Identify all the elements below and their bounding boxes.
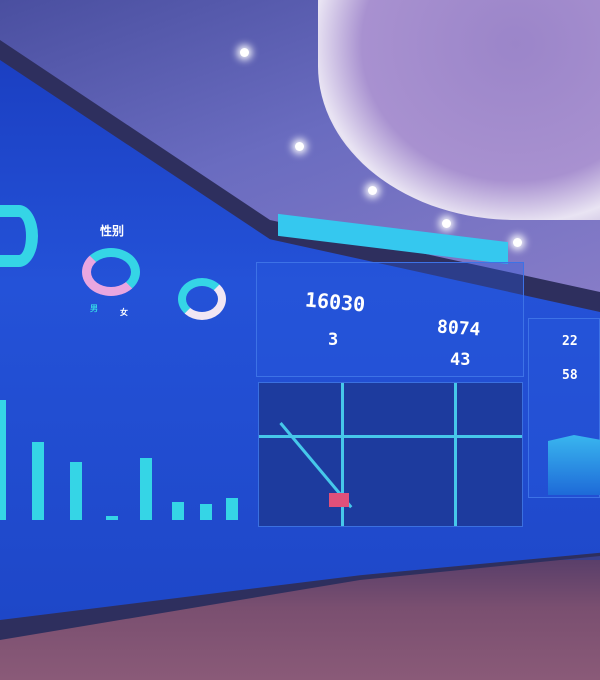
map-marker — [329, 493, 349, 507]
ceiling-light — [513, 238, 522, 247]
stat-8074: 8074 — [436, 316, 482, 341]
age-donut-chart — [178, 278, 226, 320]
legend-female: 女 — [120, 308, 128, 317]
bar — [106, 516, 118, 520]
stats-panel — [256, 262, 524, 377]
gender-title: 性别 — [100, 224, 125, 238]
ceiling-light — [368, 186, 377, 195]
bar — [32, 442, 44, 520]
bar — [140, 458, 152, 520]
stat-43: 43 — [450, 350, 471, 370]
area-chart — [548, 435, 600, 495]
bar-chart — [0, 380, 250, 520]
map-road — [341, 383, 344, 526]
gender-donut-chart — [82, 248, 140, 296]
map-road — [454, 383, 457, 526]
stat-22: 22 — [562, 334, 578, 349]
ceiling-light — [240, 48, 249, 57]
donut-chart-left — [0, 205, 38, 267]
bar — [172, 502, 184, 520]
bar — [0, 400, 6, 520]
stat-3: 3 — [328, 330, 339, 350]
bar — [70, 462, 82, 520]
map-road — [259, 435, 522, 438]
city-map — [258, 382, 523, 527]
stat-total: 16030 — [304, 287, 367, 317]
bar — [200, 504, 212, 520]
ceiling-light — [295, 142, 304, 151]
stat-58: 58 — [562, 368, 578, 383]
legend-male: 男 — [90, 304, 98, 313]
bar — [226, 498, 238, 520]
ceiling-light — [442, 219, 451, 228]
